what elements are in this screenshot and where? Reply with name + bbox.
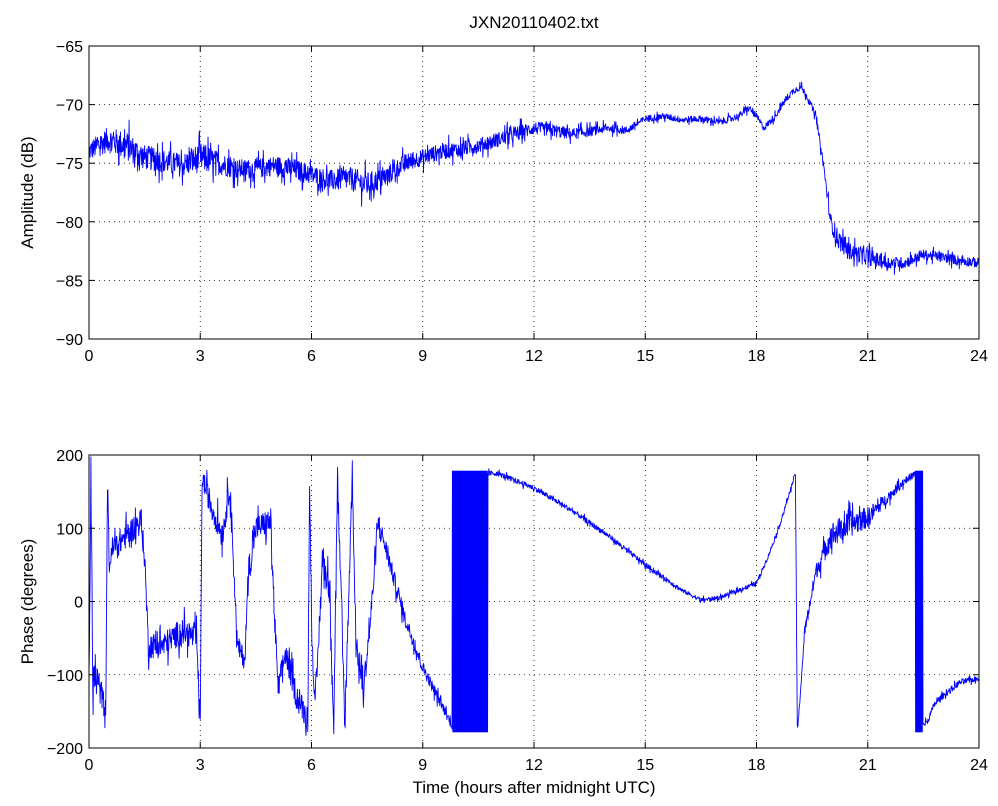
axes-frame (88, 45, 980, 340)
x-tick-label: 12 (525, 348, 543, 365)
x-tick-label: 3 (196, 348, 205, 365)
x-tick-label: 0 (85, 757, 94, 774)
x-tick-label: 24 (970, 348, 988, 365)
y-tick-label: −85 (56, 273, 83, 290)
x-tick-label: 9 (418, 757, 427, 774)
x-tick-label: 12 (525, 757, 543, 774)
x-tick-label: 18 (748, 757, 766, 774)
y-tick-label: −70 (56, 98, 83, 115)
data-series-line (88, 81, 980, 275)
y-tick-label: 200 (56, 448, 83, 465)
y-tick-label: −75 (56, 156, 83, 173)
data-series-line (88, 456, 980, 736)
x-tick-label: 6 (307, 757, 316, 774)
x-tick-label: 0 (85, 348, 94, 365)
phase-panel: 0 3 6 9 12 15 18 21 24 −200 −100 0 100 200 Phase (degr… (18, 448, 988, 797)
y-axis-label: Amplitude (dB) (18, 136, 37, 248)
x-tick-label: 9 (418, 348, 427, 365)
x-axis-label: Time (hours after midnight UTC) (412, 778, 655, 797)
x-tick-label: 18 (748, 348, 766, 365)
y-tick-label: 100 (56, 521, 83, 538)
amplitude-panel: 0 3 6 9 12 15 18 21 24 −90 −85 −80 −75 −70 −65 Amplitud… (18, 39, 988, 365)
x-tick-label: 21 (859, 757, 877, 774)
y-axis-label: Phase (degrees) (18, 539, 37, 665)
y-tick-label: −65 (56, 39, 83, 56)
x-tick-label: 21 (859, 348, 877, 365)
chart-title: JXN20110402.txt (469, 13, 598, 32)
y-tick-label: −100 (47, 668, 83, 685)
x-tick-label: 24 (970, 757, 988, 774)
x-tick-label: 15 (636, 757, 654, 774)
y-tick-label: −200 (47, 741, 83, 758)
x-tick-label: 6 (307, 348, 316, 365)
x-tick-label: 3 (196, 757, 205, 774)
y-tick-label: 0 (74, 595, 83, 612)
y-tick-label: −80 (56, 215, 83, 232)
x-tick-label: 15 (636, 348, 654, 365)
y-tick-label: −90 (56, 332, 83, 349)
